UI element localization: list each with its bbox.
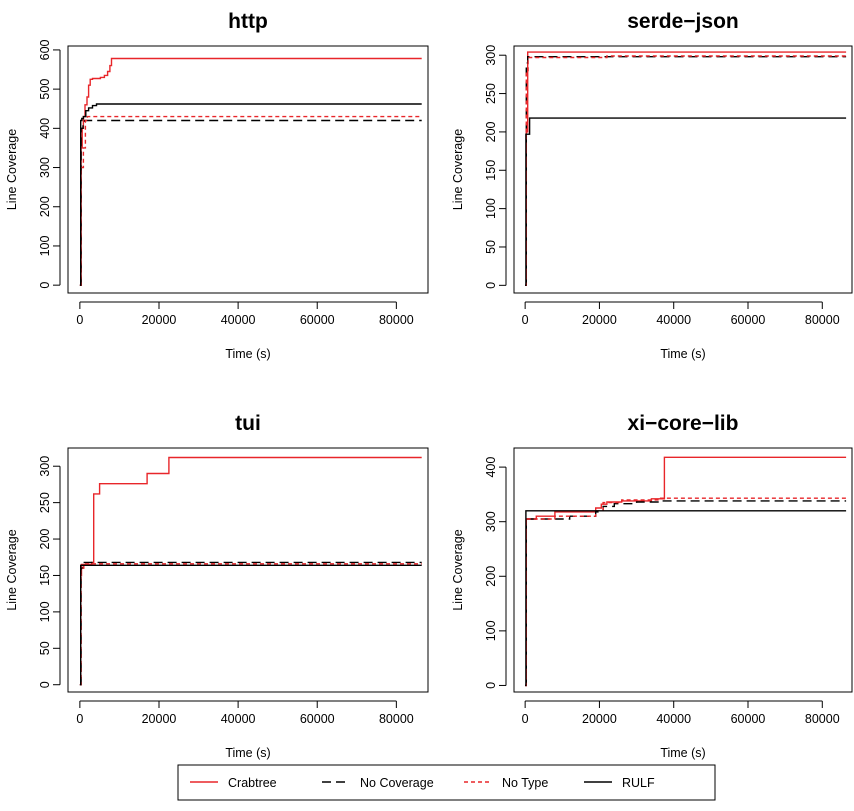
y-tick-label: 300	[484, 511, 498, 532]
legend-item-no-type: No Type	[464, 776, 548, 790]
y-tick-label: 500	[38, 79, 52, 100]
y-tick-label: 300	[38, 157, 52, 178]
y-tick-label: 400	[484, 457, 498, 478]
y-axis-label: Line Coverage	[5, 129, 19, 210]
x-tick-label: 20000	[582, 712, 617, 726]
series-line-crabtree	[79, 57, 422, 286]
y-tick-label: 100	[38, 235, 52, 256]
x-axis-label: Time (s)	[225, 746, 270, 760]
x-tick-label: 80000	[379, 712, 414, 726]
y-tick-label: 600	[38, 39, 52, 60]
y-tick-label: 50	[38, 641, 52, 655]
x-tick-label: 80000	[379, 313, 414, 327]
series-group	[525, 51, 847, 286]
y-axis-label: Line Coverage	[451, 129, 465, 210]
chart-panel-xi-core-lib: xi−core−lib 0 20000 40000 60000 80000 Time (s)…	[451, 412, 853, 760]
y-tick-label: 0	[484, 282, 498, 289]
y-tick-label: 250	[484, 83, 498, 104]
legend-label: No Type	[502, 776, 548, 790]
y-axis-label: Line Coverage	[451, 529, 465, 610]
y-tick-label: 200	[38, 529, 52, 550]
series-group	[79, 456, 422, 686]
x-tick-label: 0	[522, 313, 529, 327]
series-line-no-type	[525, 497, 847, 687]
series-line-crabtree	[79, 456, 422, 686]
x-tick-label: 80000	[805, 313, 840, 327]
y-tick-label: 150	[484, 160, 498, 181]
series-line-no-coverage	[79, 119, 422, 286]
x-axis-label: Time (s)	[660, 746, 705, 760]
series-line-no-coverage	[79, 561, 422, 686]
legend: Crabtree No Coverage No Type RULF	[177, 764, 716, 801]
series-line-no-coverage	[525, 56, 847, 286]
x-tick-label: 40000	[656, 712, 691, 726]
x-tick-label: 60000	[300, 313, 335, 327]
y-tick-label: 100	[38, 601, 52, 622]
x-tick-label: 0	[76, 313, 83, 327]
y-tick-label: 0	[38, 282, 52, 289]
plot-frame	[513, 45, 853, 294]
y-tick-label: 0	[484, 682, 498, 689]
legend-box	[177, 764, 716, 801]
x-tick-label: 0	[522, 712, 529, 726]
chart-panel-serde-json: serde−json 0 20000 40000 60000 80000 Time (s) 0…	[451, 10, 853, 361]
y-tick-label: 150	[38, 565, 52, 586]
plot-frame	[67, 45, 429, 294]
y-tick-label: 0	[38, 681, 52, 688]
x-tick-label: 60000	[731, 712, 766, 726]
series-line-rulf	[525, 510, 847, 687]
y-axis-label: Line Coverage	[5, 529, 19, 610]
legend-item-crabtree: Crabtree	[190, 776, 277, 790]
y-tick-label: 200	[38, 196, 52, 217]
chart-title: xi−core−lib	[628, 412, 739, 435]
chart-panel-tui: tui 0 20000 40000 60000 80000 Time (s) 0 50 100 15…	[5, 412, 429, 760]
y-tick-label: 400	[38, 118, 52, 139]
x-tick-label: 20000	[142, 313, 177, 327]
legend-label: RULF	[622, 776, 655, 790]
plot-frame	[67, 447, 429, 693]
x-tick-label: 80000	[805, 712, 840, 726]
series-line-no-type	[525, 55, 847, 286]
series-group	[79, 57, 422, 286]
x-tick-label: 20000	[582, 313, 617, 327]
series-line-rulf	[79, 564, 422, 686]
x-tick-label: 40000	[221, 712, 256, 726]
x-tick-label: 20000	[142, 712, 177, 726]
chart-title: http	[228, 10, 268, 33]
x-axis-label: Time (s)	[225, 347, 270, 361]
x-tick-label: 0	[76, 712, 83, 726]
chart-panel-http: http 0 20000 40000 60000 80000 Time (s) 0 100 200…	[5, 10, 429, 361]
y-tick-label: 100	[484, 198, 498, 219]
legend-item-rulf: RULF	[584, 776, 655, 790]
series-line-rulf	[525, 117, 847, 286]
series-line-no-type	[79, 563, 422, 686]
x-axis-label: Time (s)	[660, 347, 705, 361]
series-line-crabtree	[525, 456, 847, 687]
y-tick-label: 300	[38, 456, 52, 477]
x-tick-label: 60000	[300, 712, 335, 726]
y-tick-label: 100	[484, 620, 498, 641]
x-tick-label: 60000	[731, 313, 766, 327]
chart-title: serde−json	[627, 10, 738, 33]
legend-item-no-coverage: No Coverage	[322, 776, 434, 790]
y-tick-label: 250	[38, 492, 52, 513]
legend-label: No Coverage	[360, 776, 434, 790]
x-tick-label: 40000	[221, 313, 256, 327]
series-line-no-coverage	[525, 500, 847, 687]
legend-label: Crabtree	[228, 776, 277, 790]
series-line-crabtree	[525, 51, 847, 286]
plot-frame	[513, 447, 853, 693]
series-group	[525, 456, 847, 687]
chart-title: tui	[235, 412, 261, 435]
y-tick-label: 300	[484, 45, 498, 66]
x-tick-label: 40000	[656, 313, 691, 327]
series-line-rulf	[79, 103, 422, 286]
y-tick-label: 200	[484, 566, 498, 587]
y-tick-label: 200	[484, 121, 498, 142]
series-line-no-type	[79, 115, 422, 286]
y-tick-label: 50	[484, 240, 498, 254]
